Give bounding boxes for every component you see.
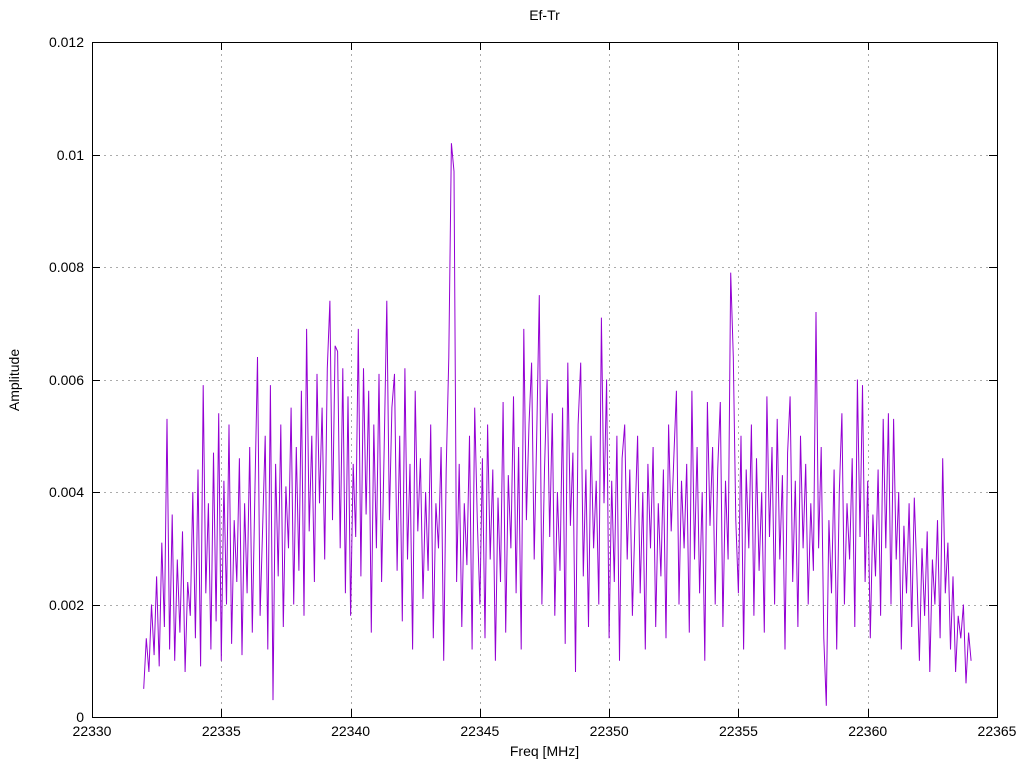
x-tick-label: 22330	[72, 723, 112, 739]
x-axis-label: Freq [MHz]	[509, 743, 580, 759]
spectrum-trace	[143, 143, 972, 706]
y-tick-label: 0.006	[48, 371, 84, 388]
y-tick-label: 0.01	[56, 146, 84, 163]
y-tick-label: 0.004	[48, 484, 84, 500]
y-axis-label: Amplitude	[6, 348, 22, 412]
x-tick-label: 22335	[201, 723, 241, 739]
x-tick-label: 22355	[718, 723, 758, 739]
chart-title: Ef-Tr	[529, 7, 560, 23]
y-tick-label: 0	[76, 709, 84, 725]
y-tick-label: 0.002	[48, 596, 84, 613]
y-tick-label: 0.012	[48, 34, 84, 50]
x-tick-label: 22350	[589, 723, 629, 739]
x-tick-label: 22365	[977, 723, 1017, 739]
x-tick-label: 22345	[460, 723, 500, 739]
x-tick-label: 22340	[331, 723, 371, 739]
y-tick-label: 0.008	[48, 259, 84, 275]
x-tick-label: 22360	[848, 723, 888, 739]
